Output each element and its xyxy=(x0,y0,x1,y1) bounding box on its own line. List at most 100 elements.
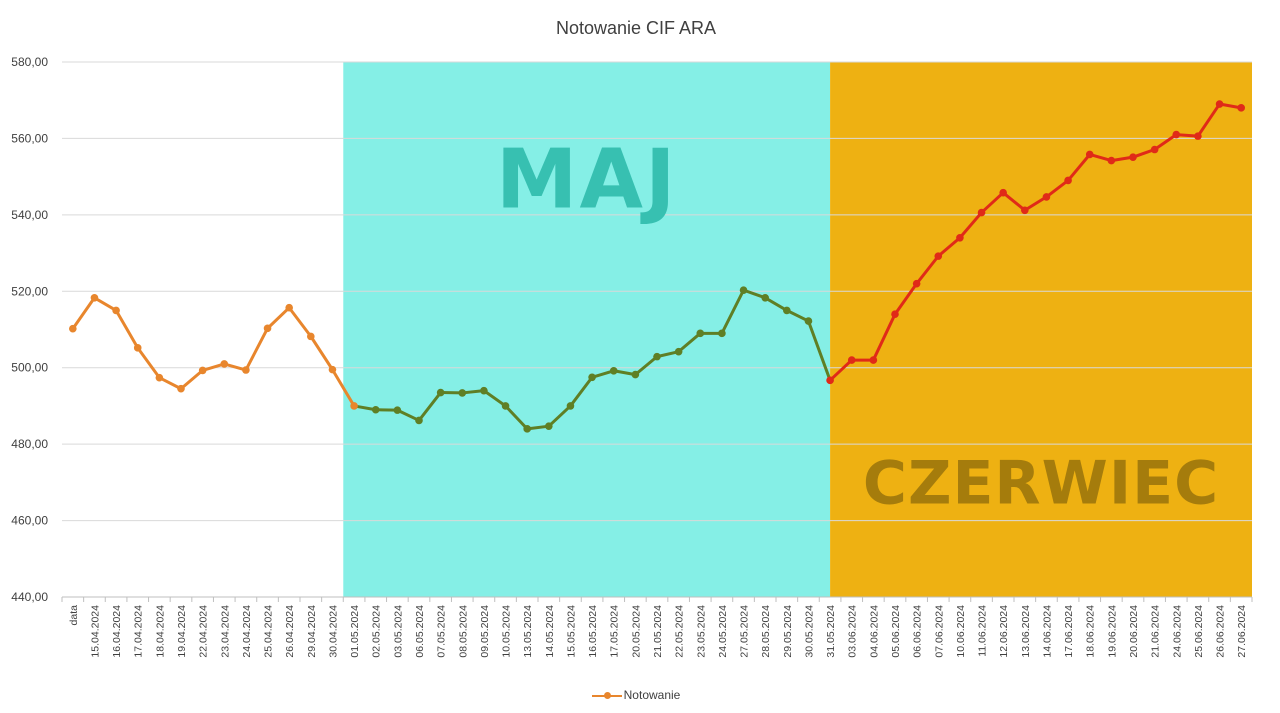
data-point xyxy=(869,356,878,364)
line-segment xyxy=(1196,102,1222,138)
line-segment xyxy=(871,312,897,362)
chart-title: Notowanie CIF ARA xyxy=(555,18,717,38)
legend-label: Notowanie xyxy=(623,688,681,702)
data-point xyxy=(696,329,705,338)
line-segment xyxy=(330,368,356,408)
data-point xyxy=(847,356,856,364)
line-segment xyxy=(114,308,140,350)
x-tick-label: 20.05.2024 xyxy=(630,605,642,658)
data-point xyxy=(1042,193,1051,201)
data-point xyxy=(1107,156,1116,165)
data-point xyxy=(631,370,640,379)
line-segment xyxy=(179,368,205,391)
x-tick-label: 05.06.2024 xyxy=(890,605,902,658)
y-tick-label: 500,00 xyxy=(11,361,48,375)
x-tick-label: 25.06.2024 xyxy=(1193,605,1205,658)
y-tick-label: 460,00 xyxy=(11,514,48,528)
line-segment xyxy=(287,306,313,338)
data-point xyxy=(934,252,943,260)
data-point xyxy=(977,208,986,217)
month-regions xyxy=(343,62,1252,597)
line-segment xyxy=(763,296,789,312)
x-tick-label: 13.06.2024 xyxy=(1020,605,1032,658)
data-point xyxy=(1021,206,1029,215)
data-point xyxy=(393,406,402,414)
data-point xyxy=(242,366,250,374)
x-tick-label: 19.04.2024 xyxy=(176,605,188,658)
x-tick-label: 21.05.2024 xyxy=(652,605,664,658)
line-segment xyxy=(720,288,746,335)
x-tick-label: 16.05.2024 xyxy=(587,605,599,658)
x-tick-label: 20.06.2024 xyxy=(1128,605,1140,658)
data-point xyxy=(90,293,99,302)
x-tick-label: 03.06.2024 xyxy=(847,605,859,658)
x-tick-label: 27.06.2024 xyxy=(1236,605,1248,658)
y-tick-label: 480,00 xyxy=(11,437,48,451)
x-tick-label: 31.05.2024 xyxy=(825,605,837,658)
x-tick-label: 22.04.2024 xyxy=(198,605,210,658)
data-point xyxy=(415,416,423,425)
x-tick-label: 03.05.2024 xyxy=(392,605,404,658)
data-point xyxy=(674,347,683,356)
x-tick-label: 19.06.2024 xyxy=(1106,605,1118,658)
region-maj xyxy=(343,62,831,597)
series-points xyxy=(69,100,1245,433)
x-tick-label: 23.05.2024 xyxy=(695,605,707,658)
data-point xyxy=(999,188,1007,197)
line-segment xyxy=(309,334,334,372)
line-segment xyxy=(136,346,161,380)
data-point xyxy=(545,422,553,430)
x-tick-label: data xyxy=(68,605,80,626)
line-segment xyxy=(915,254,940,286)
x-tick-label: 15.04.2024 xyxy=(89,605,101,658)
data-point xyxy=(133,344,142,352)
region-label-maj: MAJ xyxy=(496,133,678,228)
line-segment xyxy=(980,191,1005,215)
data-point xyxy=(198,366,207,375)
data-point xyxy=(1150,145,1159,154)
x-axis: data 15.04.2024 16.04.2024 17.04.2024 18.04.… xyxy=(61,597,1253,658)
x-tick-label: 21.06.2024 xyxy=(1150,605,1162,658)
data-point xyxy=(112,306,120,315)
data-point xyxy=(69,324,77,333)
x-tick-label: 01.05.2024 xyxy=(349,605,361,658)
x-tick-label: 29.04.2024 xyxy=(306,605,318,658)
x-tick-label: 04.06.2024 xyxy=(868,605,880,658)
x-tick-label: 23.04.2024 xyxy=(219,605,231,658)
x-tick-label: 16.04.2024 xyxy=(111,605,123,658)
x-tick-label: 27.05.2024 xyxy=(739,605,751,658)
data-point xyxy=(371,405,380,414)
x-tick-label: 07.06.2024 xyxy=(933,605,945,658)
y-tick-label: 440,00 xyxy=(11,590,48,604)
line-segment xyxy=(677,331,702,354)
x-tick-label: 14.06.2024 xyxy=(1041,605,1053,658)
x-tick-label: 06.05.2024 xyxy=(414,605,426,658)
x-tick-label: 25.04.2024 xyxy=(263,605,275,658)
x-tick-label: 11.06.2024 xyxy=(977,605,989,657)
x-tick-label: 30.04.2024 xyxy=(327,605,339,658)
line-segment xyxy=(828,358,854,382)
line-segment xyxy=(244,326,270,372)
x-tick-label: 08.05.2024 xyxy=(457,605,469,658)
x-tick-label: 29.05.2024 xyxy=(782,605,794,658)
x-tick-label: 18.04.2024 xyxy=(154,605,166,658)
data-point xyxy=(1172,130,1181,139)
region-label-czerwiec: CZERWIEC xyxy=(863,449,1219,519)
legend: Notowanie xyxy=(0,688,1272,702)
data-point xyxy=(566,402,575,410)
x-tick-label: 24.06.2024 xyxy=(1171,605,1183,658)
x-tick-label: 12.06.2024 xyxy=(998,605,1010,658)
data-point xyxy=(155,373,164,382)
line-segment xyxy=(958,211,984,240)
x-tick-label: 17.06.2024 xyxy=(1063,605,1075,658)
line-segment xyxy=(936,236,962,258)
line-segment xyxy=(893,282,919,316)
region-czerwiec xyxy=(830,62,1252,597)
data-point xyxy=(523,425,531,433)
data-point xyxy=(912,279,921,288)
data-point xyxy=(328,365,337,374)
x-tick-label: 26.04.2024 xyxy=(284,605,296,658)
data-point xyxy=(480,386,488,395)
data-point xyxy=(1215,100,1224,108)
x-tick-label: 15.05.2024 xyxy=(565,605,577,658)
